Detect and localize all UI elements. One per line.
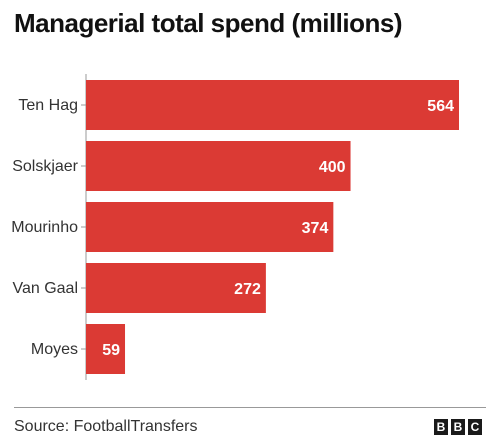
value-label: 374 (302, 220, 329, 237)
bbc-logo-letter: B (434, 419, 448, 435)
source-note: Source: FootballTransfers (14, 418, 198, 435)
chart-title: Managerial total spend (millions) (14, 8, 403, 38)
value-label: 272 (234, 281, 261, 298)
value-label: 59 (102, 342, 120, 359)
category-label: Solskjaer (12, 158, 78, 175)
category-label: Van Gaal (12, 280, 78, 297)
bar (86, 80, 459, 130)
category-label: Mourinho (11, 219, 78, 236)
bbc-logo-letter: C (468, 419, 482, 435)
value-label: 400 (319, 159, 346, 176)
category-label: Ten Hag (18, 97, 78, 114)
bar (86, 263, 266, 313)
bar (86, 202, 334, 252)
bar (86, 141, 351, 191)
bbc-logo-letter: B (451, 419, 465, 435)
bar-chart: Ten Hag 564 Solskjaer 400 Mourinho 374 Van Gaa… (11, 74, 459, 380)
bar (86, 324, 126, 374)
bbc-logo: B B C (434, 419, 482, 435)
footer-divider (14, 407, 486, 408)
value-label: 564 (427, 98, 454, 115)
category-label: Moyes (31, 341, 78, 358)
